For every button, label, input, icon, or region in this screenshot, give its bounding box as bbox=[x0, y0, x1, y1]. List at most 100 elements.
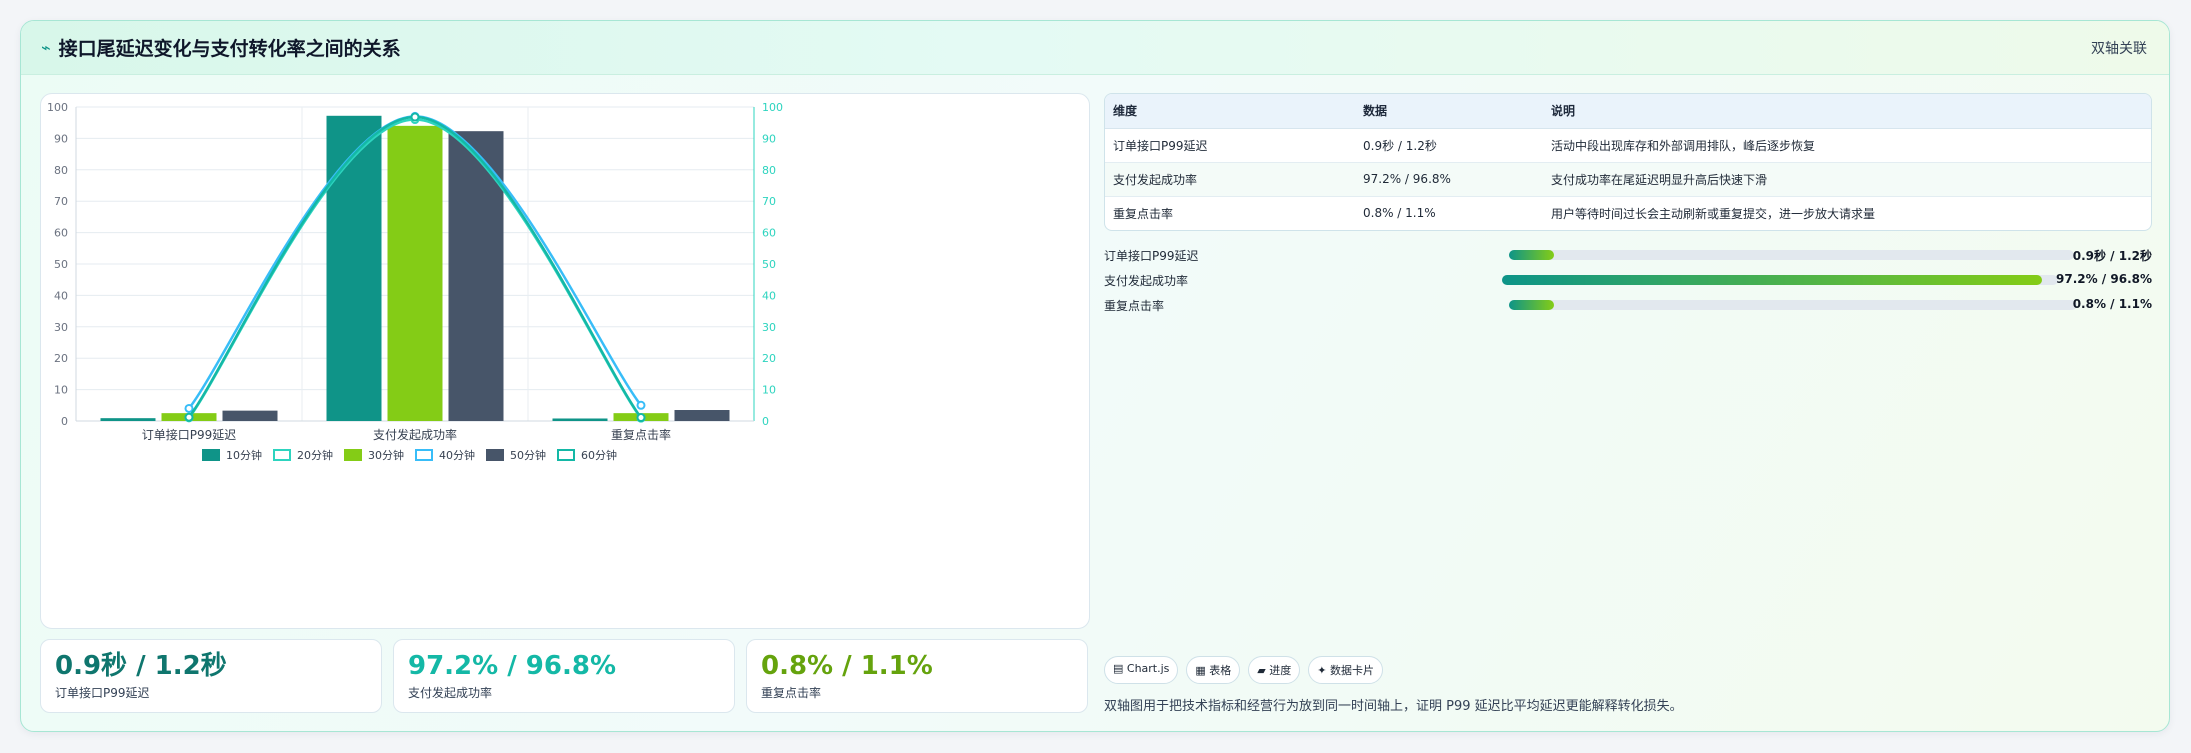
progress-list: 订单接口P99延迟 0.9秒 / 1.2秒 支付发起成功率 97.2% / 96… bbox=[1104, 243, 2152, 318]
table-cell: 支付发起成功率 bbox=[1105, 162, 1355, 197]
legend-label: 20分钟 bbox=[297, 448, 333, 462]
legend-swatch bbox=[557, 449, 575, 461]
y2-tick-label: 10 bbox=[762, 384, 776, 397]
progress-label: 支付发起成功率 bbox=[1104, 274, 1189, 288]
stat-label: 重复点击率 bbox=[761, 686, 822, 700]
progress-track bbox=[1509, 250, 2074, 260]
column-header: 维度 bbox=[1105, 94, 1355, 129]
page-title: 接口尾延迟变化与支付转化率之间的关系 bbox=[58, 38, 401, 60]
chart-panel: 0 0 10 10 20 20 30 30 40 40 50 50 60 60 70 70 80 80 90 90 10… bbox=[40, 93, 1090, 629]
legend-swatch bbox=[486, 449, 504, 461]
chip-chartjs[interactable]: ▤ Chart.js bbox=[1104, 656, 1179, 684]
y2-tick-label: 100 bbox=[762, 101, 783, 114]
y2-tick-label: 80 bbox=[762, 164, 776, 177]
table-cell: 0.8% / 1.1% bbox=[1363, 206, 1436, 221]
progress-track bbox=[1509, 300, 2077, 310]
line-point bbox=[410, 112, 420, 122]
table-cell: 97.2% / 96.8% bbox=[1355, 162, 1543, 197]
chip-progress[interactable]: ▰ 进度 bbox=[1248, 656, 1301, 684]
tech-chips: ▤ Chart.js ▦ 表格 ▰ 进度 ✦ 数据卡片 bbox=[1104, 656, 1383, 684]
y2-tick-label: 70 bbox=[762, 195, 776, 208]
table-row: 支付发起成功率 97.2% / 96.8% 支付成功率在尾延迟明显升高后快速下滑 bbox=[1105, 162, 2151, 197]
y-tick-label: 60 bbox=[54, 227, 68, 240]
progress-track bbox=[1502, 275, 2058, 285]
legend-label: 60分钟 bbox=[581, 448, 617, 462]
legend-swatch bbox=[344, 449, 362, 461]
column-header: 数据 bbox=[1355, 94, 1543, 129]
bar bbox=[100, 418, 156, 421]
stat-card-success-rate: 97.2% / 96.8% 支付发起成功率 bbox=[393, 639, 735, 713]
progress-label: 重复点击率 bbox=[1104, 299, 1165, 313]
legend-swatch bbox=[415, 449, 433, 461]
progress-row: 订单接口P99延迟 0.9秒 / 1.2秒 bbox=[1104, 243, 2152, 268]
trend-icon: ⌁ bbox=[41, 38, 51, 57]
table-row: 订单接口P99延迟 0.9秒 / 1.2秒 活动中段出现库存和外部调用排队，峰后… bbox=[1105, 128, 2151, 163]
legend-label: 30分钟 bbox=[368, 448, 404, 462]
chip-table[interactable]: ▦ 表格 bbox=[1186, 656, 1241, 684]
dual-axis-chart: 0 0 10 10 20 20 30 30 40 40 50 50 60 60 70 70 80 80 90 90 10… bbox=[47, 101, 783, 462]
column-header: 说明 bbox=[1543, 94, 2151, 129]
progress-fill bbox=[1509, 250, 1555, 260]
x-tick-label: 订单接口P99延迟 bbox=[142, 427, 237, 442]
legend-swatch bbox=[202, 449, 220, 461]
bar bbox=[222, 410, 278, 421]
title-wrap: ⌁ 接口尾延迟变化与支付转化率之间的关系 bbox=[41, 34, 401, 61]
y2-tick-label: 0 bbox=[762, 415, 769, 428]
table-cell: 重复点击率 bbox=[1113, 206, 1174, 221]
y-tick-label: 70 bbox=[54, 195, 68, 208]
progress-value: 97.2% / 96.8% bbox=[2056, 272, 2152, 286]
progress-value: 0.9秒 / 1.2秒 bbox=[2072, 249, 2152, 263]
y2-tick-label: 50 bbox=[762, 258, 776, 271]
stat-card-repeat-click: 0.8% / 1.1% 重复点击率 bbox=[746, 639, 1088, 713]
stat-value: 97.2% / 96.8% bbox=[408, 651, 616, 681]
progress-row: 重复点击率 0.8% / 1.1% bbox=[1104, 293, 2152, 318]
progress-value: 0.8% / 1.1% bbox=[2072, 297, 2152, 311]
stat-value: 0.8% / 1.1% bbox=[761, 651, 933, 681]
stat-label: 订单接口P99延迟 bbox=[55, 686, 150, 700]
table-cell: 用户等待时间过长会主动刷新或重复提交，进一步放大请求量 bbox=[1551, 206, 1876, 221]
y-tick-label: 100 bbox=[47, 101, 68, 114]
chip-data-card[interactable]: ✦ 数据卡片 bbox=[1308, 656, 1383, 684]
progress-fill bbox=[1502, 275, 2043, 285]
bar bbox=[674, 410, 730, 421]
y2-tick-label: 20 bbox=[762, 352, 776, 365]
y-tick-label: 10 bbox=[54, 384, 68, 397]
table-cell: 订单接口P99延迟 bbox=[1105, 128, 1355, 163]
y-tick-label: 50 bbox=[54, 258, 68, 271]
stat-value: 0.9秒 / 1.2秒 bbox=[55, 651, 227, 681]
progress-fill bbox=[1509, 300, 1555, 310]
bar bbox=[552, 418, 608, 421]
line-point bbox=[636, 400, 646, 410]
table-row: 重复点击率 0.8% / 1.1% 用户等待时间过长会主动刷新或重复提交，进一步… bbox=[1105, 196, 2151, 230]
data-table: 维度 数据 说明 订单接口P99延迟 0.9秒 / 1.2秒 活动中段出现库存和… bbox=[1104, 93, 2152, 231]
y-tick-label: 90 bbox=[54, 132, 68, 145]
table-header-row: 维度 数据 说明 bbox=[1105, 94, 2151, 129]
dual-axis-badge[interactable]: 双轴关联 bbox=[2091, 40, 2147, 57]
y2-tick-label: 60 bbox=[762, 227, 776, 240]
x-tick-label: 支付发起成功率 bbox=[373, 427, 457, 442]
y-tick-label: 80 bbox=[54, 164, 68, 177]
y-tick-label: 40 bbox=[54, 289, 68, 302]
y2-tick-label: 40 bbox=[762, 289, 776, 302]
stat-label: 支付发起成功率 bbox=[408, 686, 493, 700]
chart-footnote: 双轴图用于把技术指标和经营行为放到同一时间轴上，证明 P99 延迟比平均延迟更能… bbox=[1104, 699, 1683, 714]
progress-label: 订单接口P99延迟 bbox=[1104, 249, 1199, 263]
x-tick-label: 重复点击率 bbox=[611, 427, 671, 442]
y2-tick-label: 90 bbox=[762, 132, 776, 145]
line-point bbox=[636, 413, 646, 423]
legend-swatch bbox=[273, 449, 291, 461]
bar bbox=[387, 125, 443, 421]
legend-label: 40分钟 bbox=[439, 448, 475, 462]
dashboard-card: ⌁ 接口尾延迟变化与支付转化率之间的关系 双轴关联 0 0 10 10 20 20 30 30… bbox=[20, 20, 2170, 732]
bar bbox=[326, 115, 382, 422]
y-tick-label: 30 bbox=[54, 321, 68, 334]
legend-label: 50分钟 bbox=[510, 448, 546, 462]
progress-row: 支付发起成功率 97.2% / 96.8% bbox=[1104, 268, 2152, 293]
legend-label: 10分钟 bbox=[226, 448, 262, 462]
stat-card-latency: 0.9秒 / 1.2秒 订单接口P99延迟 bbox=[40, 639, 382, 713]
table-cell: 0.9秒 / 1.2秒 bbox=[1355, 128, 1543, 163]
y-tick-label: 20 bbox=[54, 352, 68, 365]
line-point bbox=[184, 412, 194, 422]
y-tick-label: 0 bbox=[61, 415, 68, 428]
line-point bbox=[184, 403, 194, 413]
